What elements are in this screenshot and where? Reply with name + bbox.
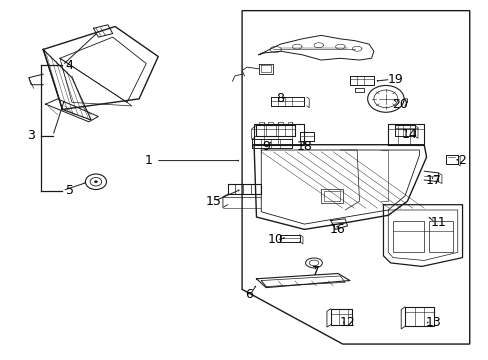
Text: 2: 2 (458, 154, 466, 167)
Text: 13: 13 (425, 316, 441, 329)
Text: 12: 12 (339, 316, 355, 329)
Text: 18: 18 (296, 140, 312, 153)
Bar (321, 189, 342, 203)
Text: 11: 11 (430, 216, 446, 229)
Bar (323, 190, 340, 201)
Text: 16: 16 (329, 223, 345, 236)
Bar (428, 221, 452, 252)
Text: 17: 17 (425, 174, 441, 186)
Text: 4: 4 (65, 59, 73, 72)
Circle shape (94, 181, 97, 183)
Text: 15: 15 (205, 195, 221, 208)
Text: 20: 20 (391, 98, 407, 111)
Bar (392, 221, 424, 252)
Text: 10: 10 (267, 234, 283, 247)
Text: 6: 6 (245, 288, 253, 301)
Text: 1: 1 (144, 154, 152, 167)
Text: 7: 7 (312, 265, 320, 278)
Text: 14: 14 (401, 128, 417, 141)
Text: 3: 3 (27, 129, 35, 143)
Text: 9: 9 (262, 140, 269, 153)
Text: 8: 8 (276, 93, 284, 105)
Text: 19: 19 (387, 73, 403, 86)
Text: 5: 5 (65, 184, 73, 197)
